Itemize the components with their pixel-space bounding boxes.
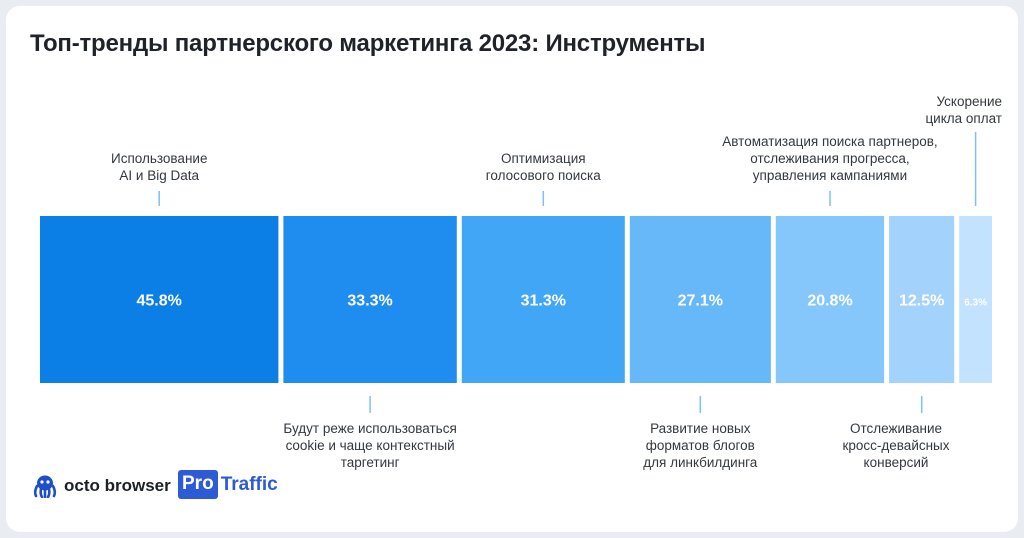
bar-4 — [629, 216, 771, 383]
pro-badge: Pro — [178, 470, 218, 499]
octo-browser-logo: octo browser — [32, 474, 171, 498]
category-label-5: Автоматизация поиска партнеров, отслежив… — [722, 134, 938, 183]
category-label-2: Будут реже использоваться cookie и чаще … — [283, 421, 457, 470]
category-label-7: Ускорение цикла оплат — [925, 94, 1002, 126]
bar-6 — [889, 216, 955, 383]
category-label-6: Отслеживание кросс-девайсных конверсий — [842, 421, 950, 470]
value-label-6: 12.5% — [899, 293, 944, 310]
octo-browser-text: octo browser — [64, 476, 171, 495]
value-label-5: 20.8% — [807, 293, 852, 310]
bar-1 — [40, 216, 279, 383]
value-label-4: 27.1% — [678, 293, 723, 310]
category-label-1: Использование AI и Big Data — [110, 151, 208, 183]
octopus-icon — [33, 475, 57, 498]
value-label-3: 31.3% — [521, 293, 566, 310]
value-label-1: 45.8% — [137, 293, 182, 310]
bar-2 — [283, 216, 457, 383]
category-label-4: Развитие новых форматов блогов для линкб… — [643, 421, 758, 470]
bar-5 — [775, 216, 885, 383]
bar-7 — [959, 216, 992, 383]
bar-3 — [461, 216, 625, 383]
value-label-7: 6.3% — [964, 298, 987, 309]
traffic-text: Traffic — [220, 473, 278, 495]
page-title: Топ-тренды партнерского маркетинга 2023:… — [30, 30, 706, 57]
value-label-2: 33.3% — [347, 293, 392, 310]
category-label-3: Оптимизация голосового поиска — [485, 151, 601, 183]
protraffic-logo: Pro Traffic — [178, 470, 278, 499]
